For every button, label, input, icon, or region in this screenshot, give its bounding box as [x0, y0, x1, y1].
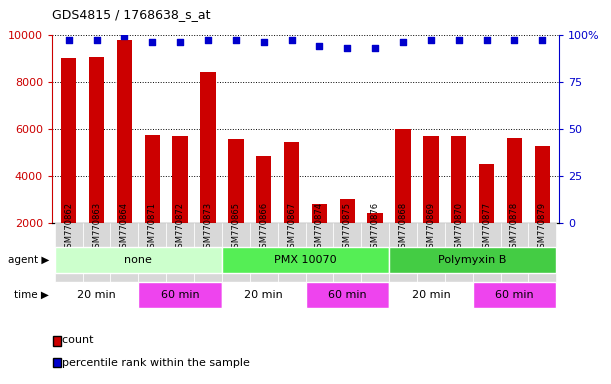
Text: 60 min: 60 min: [161, 290, 199, 300]
Text: none: none: [125, 255, 152, 265]
Text: 60 min: 60 min: [328, 290, 367, 300]
Text: GSM770871: GSM770871: [148, 202, 157, 253]
Point: [315, 43, 324, 49]
Point: [231, 37, 241, 43]
Point: [342, 45, 352, 51]
Bar: [284, 142, 299, 223]
Point: [175, 39, 185, 45]
Point: [92, 37, 101, 43]
Text: 20 min: 20 min: [244, 290, 283, 300]
Bar: [389, 247, 556, 273]
Point: [287, 37, 296, 43]
Text: GSM770868: GSM770868: [398, 202, 408, 253]
Bar: [334, 223, 361, 290]
Bar: [312, 204, 327, 223]
Bar: [395, 129, 411, 223]
Bar: [166, 223, 194, 290]
Text: GSM770877: GSM770877: [482, 202, 491, 253]
Bar: [194, 223, 222, 290]
Bar: [256, 156, 271, 223]
Bar: [222, 282, 306, 308]
Text: 20 min: 20 min: [412, 290, 450, 300]
Text: GSM770864: GSM770864: [120, 202, 129, 253]
Text: GSM770865: GSM770865: [232, 202, 240, 253]
Text: GSM770869: GSM770869: [426, 202, 436, 253]
Text: GSM770873: GSM770873: [203, 202, 213, 253]
Text: GSM770874: GSM770874: [315, 202, 324, 253]
Point: [510, 37, 519, 43]
Bar: [479, 164, 494, 223]
Bar: [138, 282, 222, 308]
Bar: [500, 223, 529, 290]
Bar: [250, 223, 277, 290]
Text: PMX 10070: PMX 10070: [274, 255, 337, 265]
Text: agent ▶: agent ▶: [7, 255, 49, 265]
Text: GSM770862: GSM770862: [64, 202, 73, 253]
Bar: [507, 138, 522, 223]
Bar: [451, 136, 466, 223]
Text: 60 min: 60 min: [495, 290, 534, 300]
Text: GSM770879: GSM770879: [538, 202, 547, 253]
Text: Polymyxin B: Polymyxin B: [439, 255, 507, 265]
Bar: [389, 223, 417, 290]
Bar: [117, 40, 132, 223]
Text: GSM770872: GSM770872: [175, 202, 185, 253]
Bar: [277, 223, 306, 290]
Bar: [228, 139, 244, 223]
Bar: [529, 223, 556, 290]
Bar: [389, 282, 473, 308]
Bar: [423, 136, 439, 223]
Bar: [172, 136, 188, 223]
Point: [370, 45, 380, 51]
Bar: [417, 223, 445, 290]
Text: GSM770867: GSM770867: [287, 202, 296, 253]
Text: count: count: [55, 335, 93, 345]
Bar: [222, 223, 250, 290]
Bar: [535, 146, 550, 223]
Bar: [340, 199, 355, 223]
Point: [481, 37, 491, 43]
Bar: [55, 223, 82, 290]
Bar: [200, 72, 216, 223]
Bar: [306, 282, 389, 308]
Bar: [55, 247, 222, 273]
Text: GSM770863: GSM770863: [92, 202, 101, 253]
Text: GSM770866: GSM770866: [259, 202, 268, 253]
Text: GDS4815 / 1768638_s_at: GDS4815 / 1768638_s_at: [52, 8, 210, 21]
Bar: [89, 57, 104, 223]
Point: [147, 39, 157, 45]
Point: [398, 39, 408, 45]
Point: [120, 33, 130, 40]
Bar: [82, 223, 111, 290]
Text: GSM770876: GSM770876: [371, 202, 379, 253]
Text: GSM770878: GSM770878: [510, 202, 519, 253]
Text: GSM770870: GSM770870: [454, 202, 463, 253]
Point: [64, 37, 73, 43]
Bar: [445, 223, 473, 290]
Point: [203, 37, 213, 43]
Text: GSM770875: GSM770875: [343, 202, 352, 253]
Bar: [222, 247, 389, 273]
Point: [426, 37, 436, 43]
Bar: [361, 223, 389, 290]
Text: time ▶: time ▶: [14, 290, 49, 300]
Point: [538, 37, 547, 43]
Bar: [306, 223, 334, 290]
Bar: [145, 134, 160, 223]
Bar: [138, 223, 166, 290]
Bar: [111, 223, 138, 290]
Bar: [473, 282, 556, 308]
Bar: [55, 282, 138, 308]
Point: [259, 39, 269, 45]
Bar: [61, 58, 76, 223]
Bar: [367, 214, 383, 223]
Point: [454, 37, 464, 43]
Bar: [473, 223, 500, 290]
Text: 20 min: 20 min: [77, 290, 116, 300]
Text: percentile rank within the sample: percentile rank within the sample: [55, 358, 250, 368]
